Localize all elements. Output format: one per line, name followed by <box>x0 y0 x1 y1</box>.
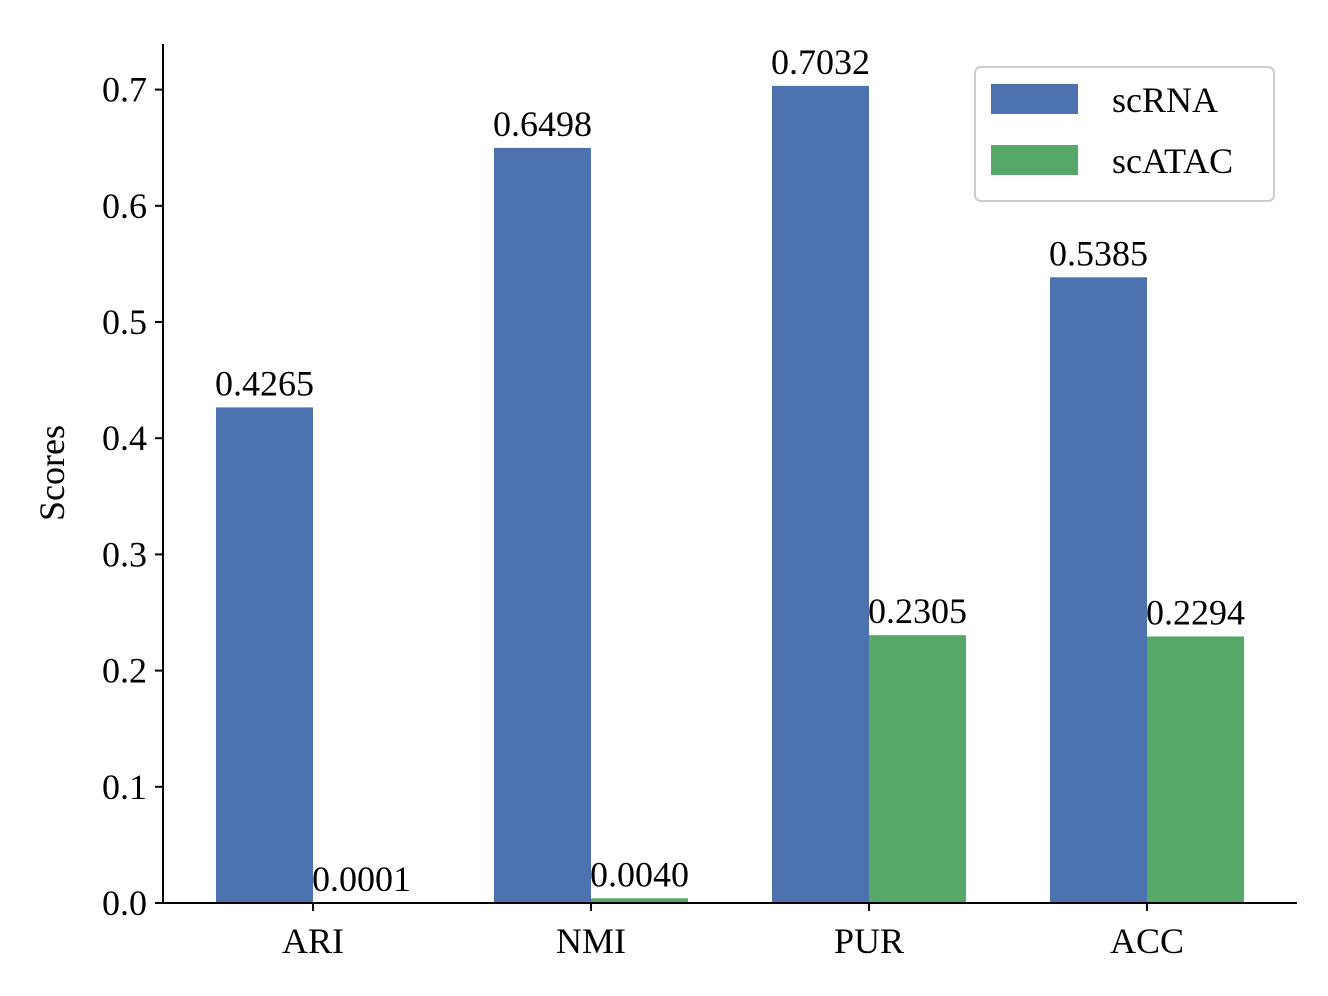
axes-group <box>162 44 1297 904</box>
bar-scrna-ari <box>216 407 313 903</box>
bar-scatac-acc <box>1147 636 1244 903</box>
bar-scatac-pur <box>869 635 966 903</box>
x-tick-label-nmi: NMI <box>556 921 626 961</box>
legend: scRNA scATAC <box>974 66 1275 202</box>
data-labels-group: 0.4265 0.6498 0.7032 0.5385 0.0001 0.0040 0.23… <box>215 42 1245 899</box>
x-tick-label-pur: PUR <box>834 921 904 961</box>
y-ticks-group: 0.0 0.1 0.2 0.3 0.4 0.5 0.6 0.7 <box>102 70 163 923</box>
data-label-scatac-ari: 0.0001 <box>312 859 411 899</box>
legend-swatch-scatac <box>991 145 1078 175</box>
y-axis-title: Scores <box>32 425 72 521</box>
bar-scrna-nmi <box>494 147 591 904</box>
data-label-scrna-pur: 0.7032 <box>771 42 870 82</box>
data-label-scatac-acc: 0.2294 <box>1146 592 1245 632</box>
y-tick-label: 0.3 <box>102 534 147 574</box>
data-label-scrna-ari: 0.4265 <box>215 363 314 403</box>
data-label-scatac-nmi: 0.0040 <box>590 854 689 894</box>
bar-scrna-pur <box>772 85 869 904</box>
legend-label-scatac: scATAC <box>1112 141 1233 181</box>
x-tick-label-ari: ARI <box>282 921 344 961</box>
y-tick-label: 0.6 <box>102 186 147 226</box>
legend-swatch-scrna <box>991 84 1078 114</box>
y-tick-label: 0.7 <box>102 70 147 110</box>
data-label-scrna-nmi: 0.6498 <box>493 104 592 144</box>
x-tick-label-acc: ACC <box>1110 921 1184 961</box>
data-label-scatac-pur: 0.2305 <box>868 591 967 631</box>
y-tick-label: 0.1 <box>102 767 147 807</box>
y-tick-label: 0.0 <box>102 883 147 923</box>
x-ticks-group: ARI NMI PUR ACC <box>282 903 1184 961</box>
y-tick-label: 0.2 <box>102 651 147 691</box>
bar-scatac-nmi <box>591 898 688 903</box>
legend-label-scrna: scRNA <box>1112 80 1218 120</box>
y-tick-label: 0.5 <box>102 302 147 342</box>
bar-scrna-acc <box>1050 277 1147 903</box>
bars-group <box>216 85 1244 904</box>
y-tick-label: 0.4 <box>102 418 147 458</box>
data-label-scrna-acc: 0.5385 <box>1049 233 1148 273</box>
